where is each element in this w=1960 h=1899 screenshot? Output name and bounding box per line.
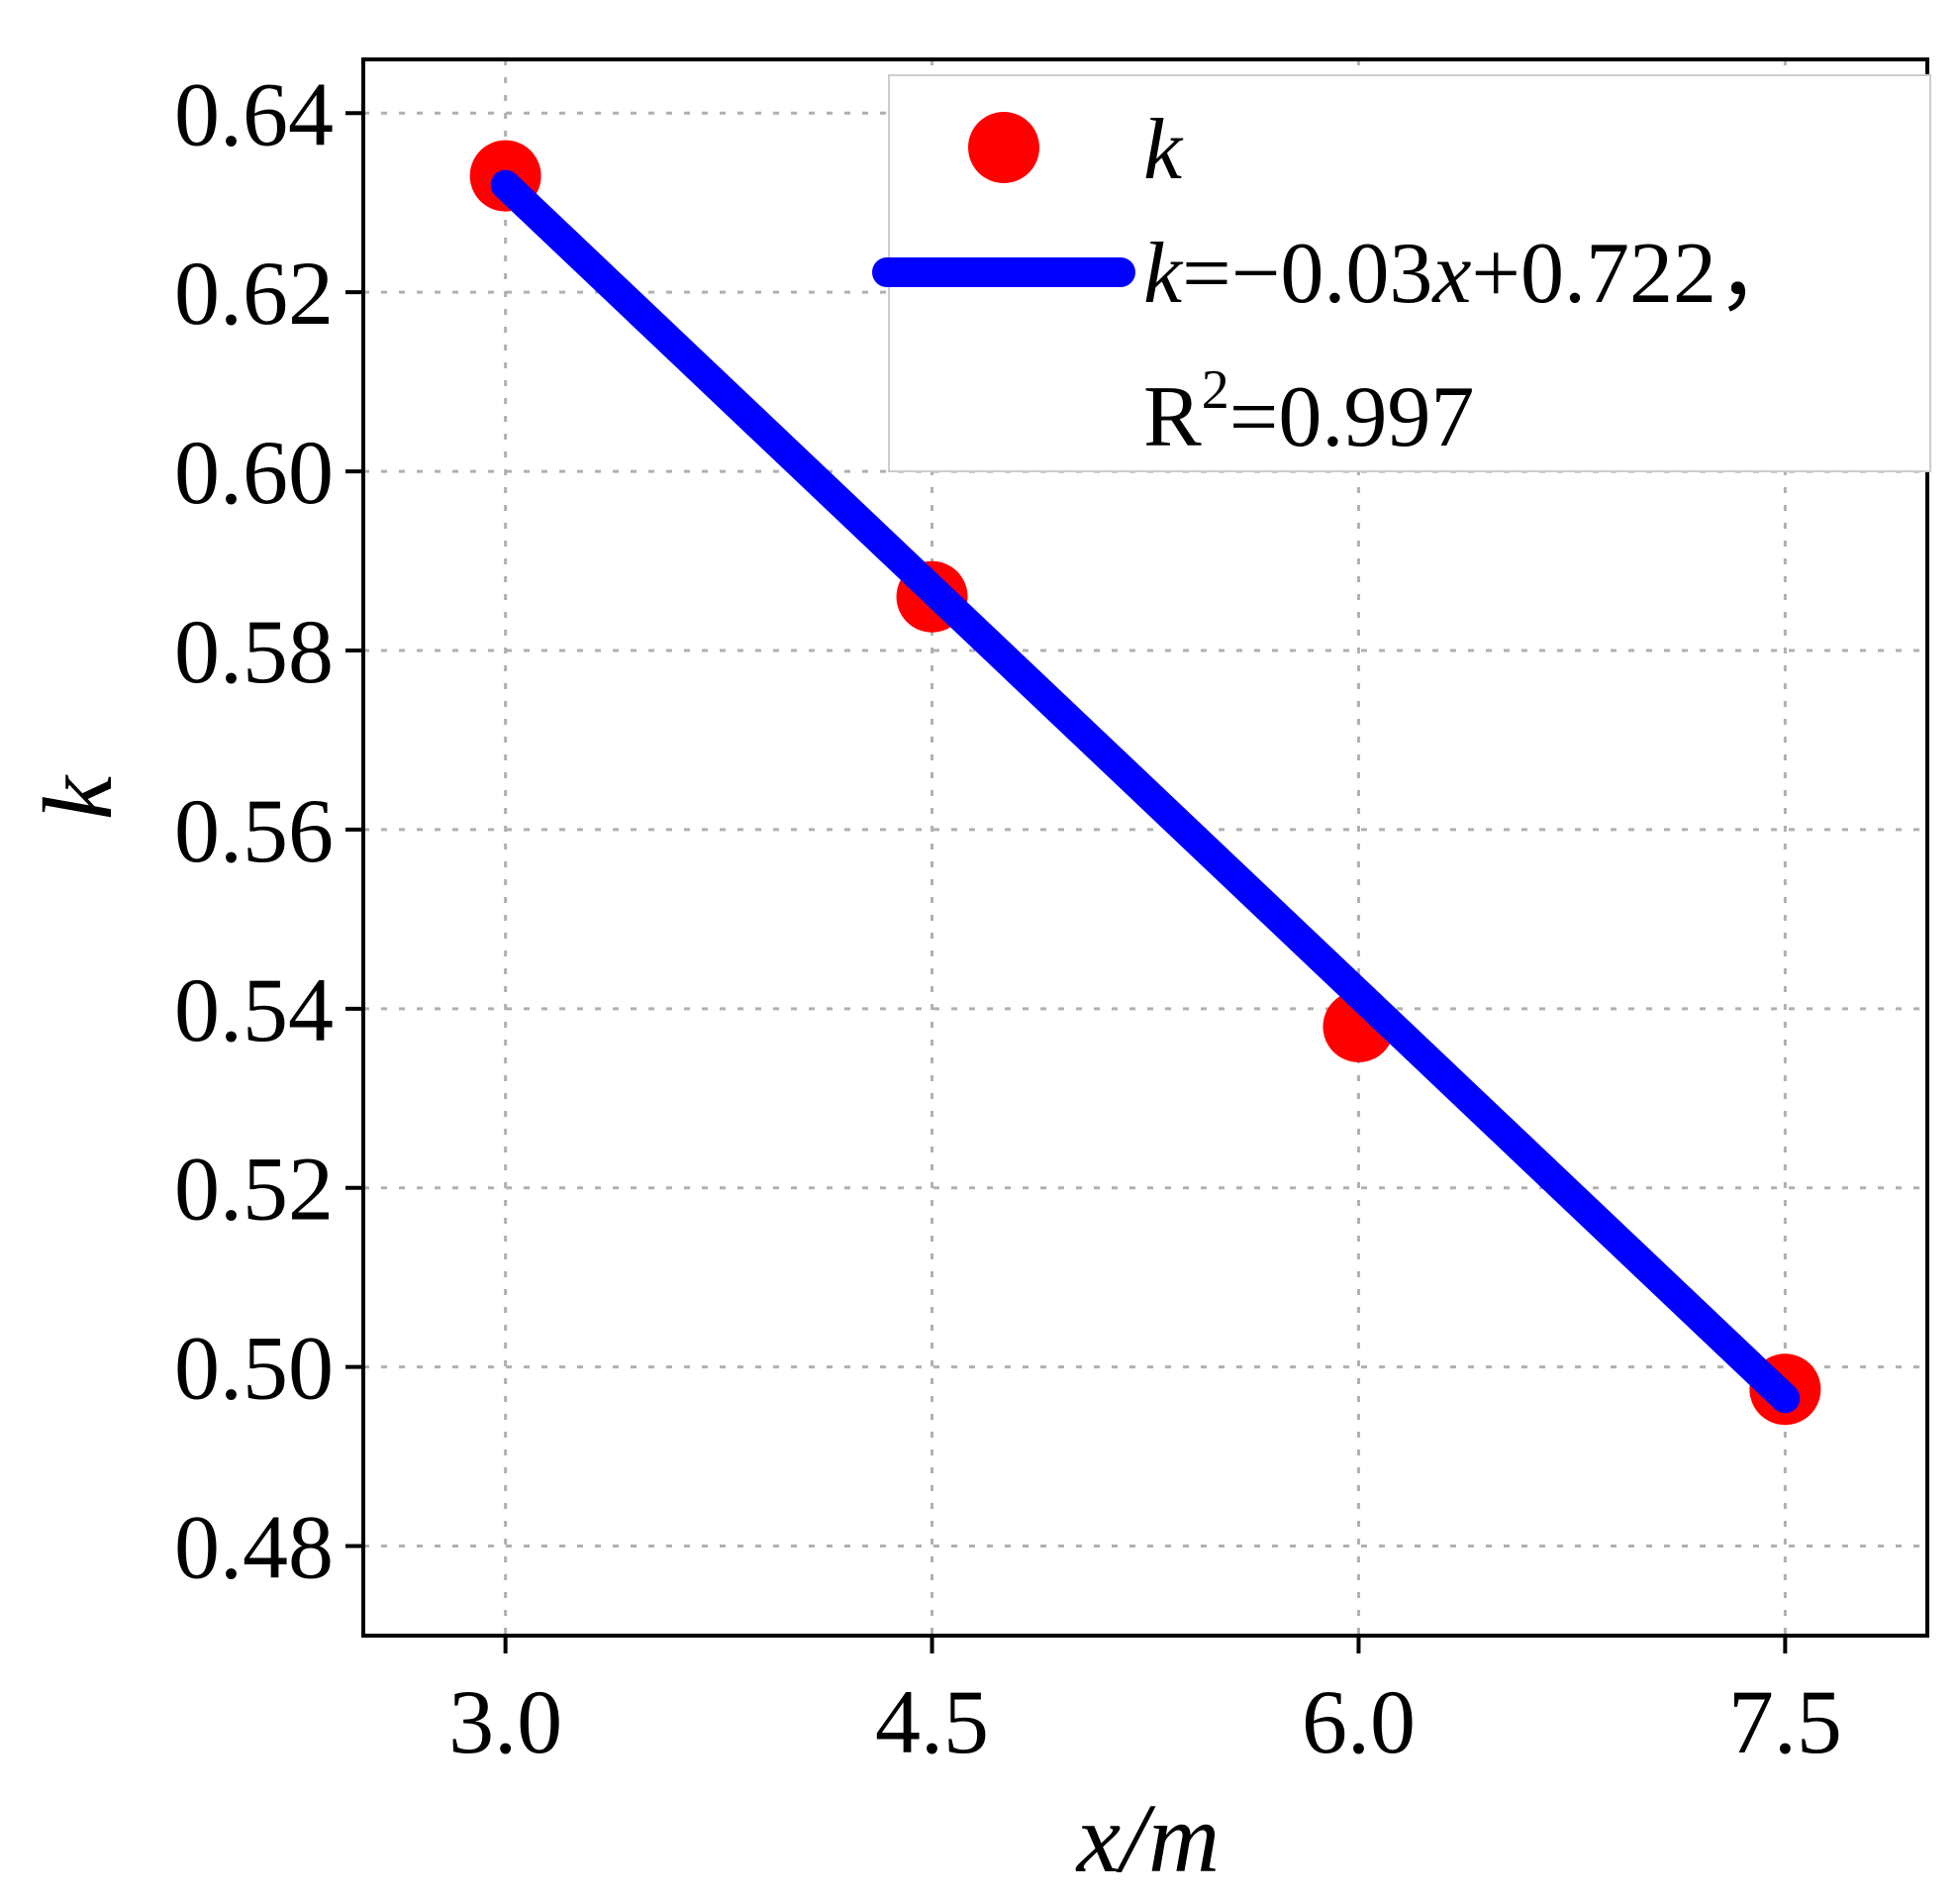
- y-tick-label: 0.56: [174, 780, 334, 881]
- x-tick-label: 7.5: [1728, 1671, 1842, 1772]
- x-tick-label: 4.5: [875, 1671, 989, 1772]
- y-tick-label: 0.50: [174, 1318, 334, 1419]
- legend-scatter-label: k: [1143, 102, 1184, 198]
- y-tick-label: 0.62: [174, 243, 334, 344]
- y-axis: 0.48 0.50 0.52 0.54 0.56 0.58 0.60 0.62 0.64: [174, 63, 363, 1598]
- fit-line: [490, 169, 1801, 1414]
- y-axis-title: k: [23, 774, 133, 820]
- axes-frame: [361, 57, 1929, 1638]
- legend: k k=−0.03x+0.722， R2=0.997: [872, 74, 1931, 472]
- plot-area: [469, 140, 1821, 1426]
- y-tick-label: 0.52: [174, 1139, 334, 1240]
- x-tick-label: 6.0: [1302, 1671, 1416, 1772]
- x-tick-label: 3.0: [448, 1671, 562, 1772]
- legend-fit-label: k=−0.03x+0.722，: [1143, 226, 1804, 322]
- y-tick-label: 0.48: [174, 1497, 334, 1598]
- y-tick-label: 0.60: [174, 422, 334, 523]
- y-tick-label: 0.54: [174, 959, 334, 1060]
- x-axis-title: x/m: [1075, 1783, 1220, 1893]
- legend-r2-label: R2=0.997: [1143, 359, 1474, 465]
- y-tick-label: 0.64: [174, 63, 334, 164]
- x-axis: 3.0 4.5 6.0 7.5: [448, 1636, 1842, 1772]
- y-tick-label: 0.58: [174, 601, 334, 702]
- legend-scatter-marker: [968, 112, 1039, 183]
